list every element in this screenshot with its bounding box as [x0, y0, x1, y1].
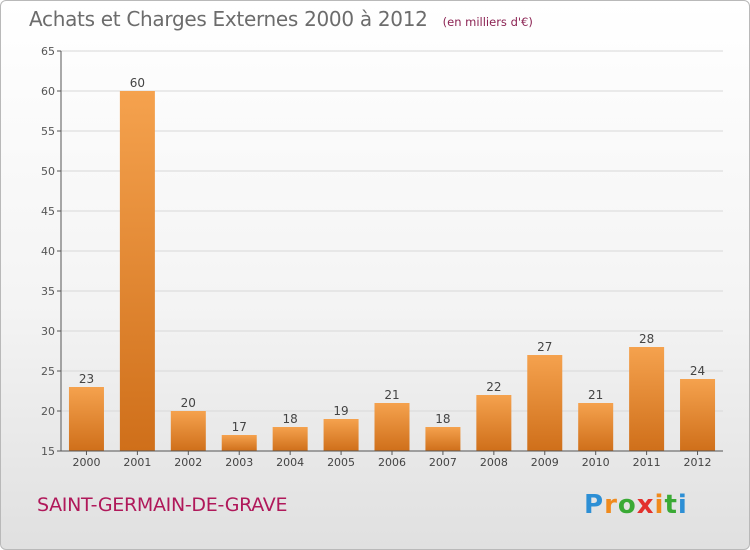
bar-value-label: 27 [537, 340, 552, 354]
y-tick-label: 55 [41, 125, 55, 138]
x-tick-label: 2008 [480, 456, 508, 469]
bar-value-label: 20 [181, 396, 196, 410]
bars-layer [68, 91, 716, 451]
bar [323, 419, 359, 451]
y-tick-label: 15 [41, 445, 55, 458]
y-tick-label: 35 [41, 285, 55, 298]
bar [425, 427, 461, 451]
x-tick-label: 2011 [633, 456, 661, 469]
bar [119, 91, 155, 451]
bar [527, 355, 563, 451]
chart-title: Achats et Charges Externes 2000 à 2012 [29, 7, 428, 31]
bar-value-label: 19 [333, 404, 348, 418]
bar [170, 411, 206, 451]
bar-value-label: 23 [79, 372, 94, 386]
x-tick-label: 2006 [378, 456, 406, 469]
x-tick-label: 2007 [429, 456, 457, 469]
bar [374, 403, 410, 451]
x-tick-label: 2005 [327, 456, 355, 469]
bar [221, 435, 257, 451]
y-tick-label: 30 [41, 325, 55, 338]
title-row: Achats et Charges Externes 2000 à 2012 (… [29, 7, 533, 31]
bar-value-label: 17 [232, 420, 247, 434]
x-tick-label: 2003 [225, 456, 253, 469]
y-tick-label: 20 [41, 405, 55, 418]
x-tick-label: 2002 [174, 456, 202, 469]
chart-subtitle: (en milliers d'€) [442, 15, 533, 29]
bar-value-label: 18 [435, 412, 450, 426]
bar-value-label: 22 [486, 380, 501, 394]
bar [629, 347, 665, 451]
proxiti-logo: Proxiti [584, 490, 688, 520]
labels-layer: 23 2000 60 2001 20 2002 17 2003 18 2004 19 2005 21 20… [72, 76, 711, 469]
y-tick-label: 45 [41, 205, 55, 218]
bar [476, 395, 512, 451]
x-tick-label: 2001 [123, 456, 151, 469]
y-tick-label: 65 [41, 45, 55, 58]
y-tick-label: 25 [41, 365, 55, 378]
x-tick-label: 2012 [684, 456, 712, 469]
bar [680, 379, 716, 451]
commune-name: SAINT-GERMAIN-DE-GRAVE [37, 494, 288, 516]
y-tick-label: 60 [41, 85, 55, 98]
bar-value-label: 21 [588, 388, 603, 402]
bar [272, 427, 308, 451]
x-tick-label: 2004 [276, 456, 304, 469]
bar-value-label: 21 [384, 388, 399, 402]
x-tick-label: 2010 [582, 456, 610, 469]
bar-value-label: 28 [639, 332, 654, 346]
bar [68, 387, 104, 451]
x-tick-label: 2000 [72, 456, 100, 469]
y-tick-label: 50 [41, 165, 55, 178]
y-tick-label: 40 [41, 245, 55, 258]
bar-value-label: 60 [130, 76, 145, 90]
bar-value-label: 18 [283, 412, 298, 426]
x-tick-label: 2009 [531, 456, 559, 469]
bar [578, 403, 614, 451]
axis-layer: 15 20 25 30 35 40 45 50 55 60 65 [41, 45, 723, 458]
bar-value-label: 24 [690, 364, 705, 378]
